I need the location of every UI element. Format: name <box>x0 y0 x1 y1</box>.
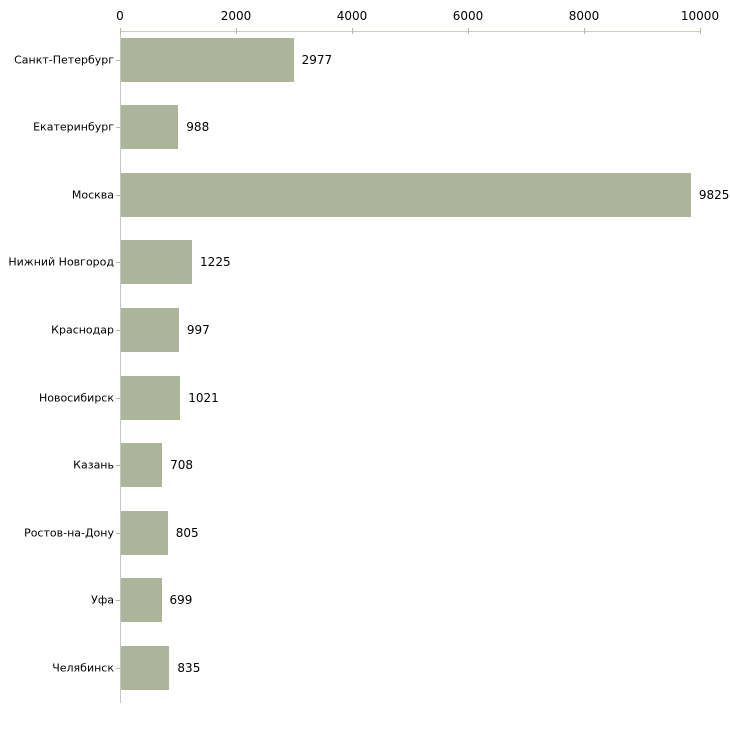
category-tick-mark <box>116 397 120 399</box>
bar-6 <box>121 375 181 420</box>
value-label: 708 <box>170 458 193 473</box>
value-label: 997 <box>186 322 210 337</box>
x-tick-label: 10000 <box>680 9 720 23</box>
x-tick-mark <box>584 28 585 34</box>
category-tick-mark <box>116 667 120 669</box>
x-tick-mark <box>700 28 701 34</box>
bar-1 <box>121 37 294 82</box>
category-label: Челябинск <box>52 661 114 675</box>
value-label: 835 <box>177 660 201 675</box>
value-label: 699 <box>169 593 193 608</box>
category-label: Санкт-Петербург <box>14 53 114 66</box>
x-tick-label: 6000 <box>452 9 484 23</box>
category-tick-mark <box>116 532 120 534</box>
category-tick-mark <box>116 465 120 467</box>
category-label: Новосибирск <box>38 391 114 404</box>
category-label: Нижний Новгород <box>8 255 114 269</box>
y-axis-line <box>120 31 121 703</box>
x-tick-label: 0 <box>116 9 124 23</box>
x-tick-label: 4000 <box>336 9 368 23</box>
bar-7 <box>121 443 163 488</box>
value-label: 1021 <box>188 390 219 405</box>
value-label: 1225 <box>200 255 231 270</box>
category-tick-mark <box>116 262 120 264</box>
bar-4 <box>121 240 193 285</box>
x-axis-line <box>120 31 701 32</box>
category-tick-mark <box>116 329 120 331</box>
bar-9 <box>121 578 162 623</box>
value-label: 988 <box>186 120 210 135</box>
category-label: Уфа <box>91 593 114 607</box>
category-tick-mark <box>116 127 120 129</box>
category-tick-mark <box>116 600 120 602</box>
category-label: Ростов-на-Дону <box>24 526 114 540</box>
bar-2 <box>121 105 179 150</box>
category-label: Краснодар <box>51 323 114 337</box>
bar-8 <box>121 510 168 555</box>
x-tick-label: 8000 <box>568 9 600 23</box>
bar-5 <box>121 307 179 352</box>
x-tick-mark <box>468 28 469 34</box>
x-tick-mark <box>236 28 237 34</box>
x-tick-mark <box>352 28 353 34</box>
bar-3 <box>121 172 691 217</box>
category-label: Казань <box>73 458 114 472</box>
category-tick-mark <box>116 59 120 61</box>
bar-10 <box>121 645 170 690</box>
category-label: Москва <box>71 188 114 202</box>
x-tick-mark <box>120 28 121 34</box>
category-label: Екатеринбург <box>33 120 114 134</box>
category-tick-mark <box>116 194 120 196</box>
x-tick-label: 2000 <box>220 9 252 23</box>
value-label: 2977 <box>301 52 333 67</box>
value-label: 9825 <box>698 187 730 202</box>
value-label: 805 <box>175 525 199 540</box>
